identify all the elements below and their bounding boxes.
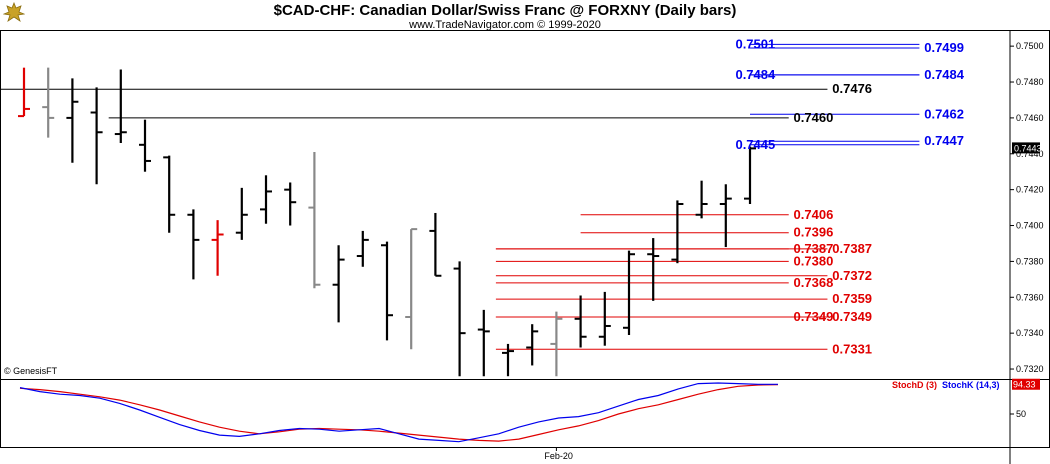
ohlc-bar xyxy=(187,209,200,280)
level-label: 0.7484 xyxy=(924,67,965,82)
ohlc-bar xyxy=(502,343,514,377)
stoch-legend-label: StochK (14,3) xyxy=(942,380,1000,390)
ohlc-bar xyxy=(139,119,151,172)
ohlc-bar xyxy=(308,151,321,289)
level-label: 0.7349 xyxy=(794,309,834,324)
ohlc-bar xyxy=(18,67,30,118)
ohlc-bar xyxy=(66,78,79,163)
ohlc-bar xyxy=(477,309,490,377)
level-label: 0.7331 xyxy=(832,341,872,356)
level-label: 0.7380 xyxy=(794,253,834,268)
level-label: 0.7460 xyxy=(794,110,834,125)
watermark-text: © GenesisFT xyxy=(4,366,58,376)
y-tick-label: 0.7340 xyxy=(1016,328,1044,338)
genesis-logo-icon xyxy=(3,2,25,22)
level-label: 0.7501 xyxy=(735,36,775,51)
y-tick-label: 0.7380 xyxy=(1016,256,1044,266)
level-label: 0.7484 xyxy=(735,67,776,82)
y-tick-label: 0.7480 xyxy=(1016,77,1044,87)
y-tick-label: 0.7420 xyxy=(1016,185,1044,195)
ohlc-bar xyxy=(647,238,660,301)
ohlc-bar xyxy=(671,200,684,264)
stoch-series-line xyxy=(19,382,778,443)
level-label: 0.7406 xyxy=(794,207,834,222)
y-tick-label: 0.7320 xyxy=(1016,364,1044,374)
ohlc-bar xyxy=(356,230,369,267)
y-tick-label: 0.7400 xyxy=(1016,221,1044,231)
ohlc-bar xyxy=(623,250,635,335)
stoch-series-line xyxy=(19,384,779,442)
y-tick-label: 0.7440 xyxy=(1016,149,1044,159)
ohlc-bar xyxy=(260,175,272,224)
y-tick-label: 0.7360 xyxy=(1016,292,1044,302)
level-label: 0.7476 xyxy=(832,81,872,96)
level-label: 0.7359 xyxy=(832,291,872,306)
level-label: 0.7349 xyxy=(832,309,872,324)
y-tick-label: 0.7460 xyxy=(1016,113,1044,123)
ohlc-bar xyxy=(42,67,55,138)
ohlc-bar xyxy=(90,87,103,185)
ohlc-bar xyxy=(453,261,466,377)
chart-subtitle: www.TradeNavigator.com © 1999-2020 xyxy=(409,19,601,31)
ohlc-bar xyxy=(284,182,297,226)
level-label: 0.7387 xyxy=(794,241,834,256)
stoch-legend-label: StochD (3) xyxy=(892,380,937,390)
level-label: 0.7445 xyxy=(735,137,775,152)
ohlc-bar xyxy=(332,245,345,323)
ohlc-bar xyxy=(235,187,248,240)
ohlc-bar xyxy=(381,241,393,341)
ohlc-bar xyxy=(574,295,587,348)
ohlc-bar xyxy=(429,212,442,277)
level-label: 0.7447 xyxy=(924,133,964,148)
last-price-label: 0.7443 xyxy=(1014,143,1042,153)
ohlc-bar xyxy=(211,220,224,276)
ohlc-bar xyxy=(114,69,127,144)
stoch-y-tick-label: 50 xyxy=(1016,409,1026,419)
level-label: 0.7372 xyxy=(832,268,872,283)
level-label: 0.7387 xyxy=(832,241,872,256)
level-label: 0.7499 xyxy=(924,40,964,55)
ohlc-bar xyxy=(526,324,539,366)
ohlc-bar xyxy=(719,184,732,248)
ohlc-bar xyxy=(405,228,418,350)
stoch-last-label: 94.33 xyxy=(1013,380,1036,390)
chart-title: $CAD-CHF: Canadian Dollar/Swiss Franc @ … xyxy=(273,2,737,19)
ohlc-bar xyxy=(598,291,611,346)
x-tick-label: Feb-20 xyxy=(544,451,573,461)
level-label: 0.7396 xyxy=(794,225,834,240)
stoch-last-box xyxy=(1012,378,1040,390)
ohlc-bar xyxy=(695,180,708,219)
ohlc-bar xyxy=(163,155,176,233)
level-label: 0.7462 xyxy=(924,106,964,121)
level-label: 0.7368 xyxy=(794,275,834,290)
last-price-box xyxy=(1012,142,1040,154)
y-tick-label: 0.7500 xyxy=(1016,41,1044,51)
ohlc-bar xyxy=(744,146,756,204)
ohlc-bar xyxy=(550,311,563,377)
